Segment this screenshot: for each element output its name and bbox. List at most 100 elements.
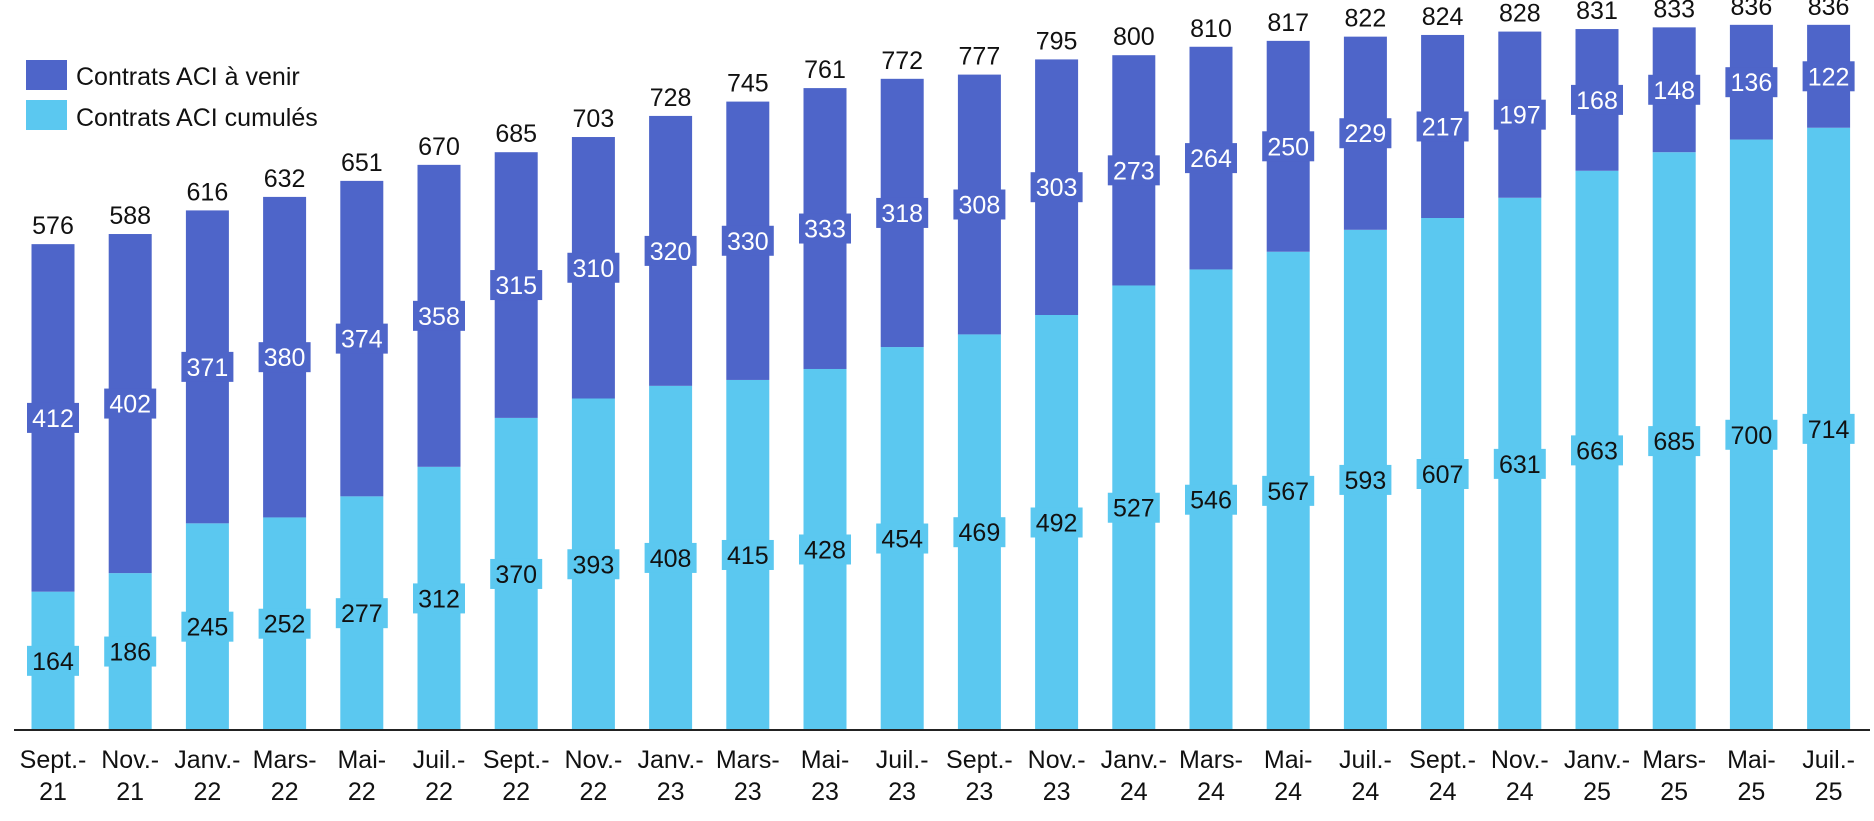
data-label-cumules: 415	[721, 539, 774, 570]
data-label-cumules-text: 546	[1190, 487, 1232, 515]
data-label-a-venir-box	[1802, 61, 1855, 92]
data-label-a-venir: 402	[104, 388, 157, 419]
data-label-cumules-box	[644, 542, 697, 573]
data-label-a-venir-box	[799, 213, 851, 244]
x-tick-year: 24	[1197, 778, 1225, 806]
data-label-cumules: 245	[181, 611, 234, 642]
x-tick-label: Janv.- 25	[1564, 746, 1630, 806]
data-label-cumules-box	[490, 558, 543, 589]
x-tick-month: Sept.-	[1409, 746, 1476, 774]
data-label-a-venir-text: 273	[1113, 157, 1155, 185]
data-label-a-venir-box	[413, 300, 465, 331]
legend: Contrats ACI à venir Contrats ACI cumulé…	[26, 60, 318, 132]
x-tick-month: Mars-	[716, 746, 780, 774]
total-label: 772	[881, 47, 923, 75]
x-tick-label: Mai- 22	[337, 746, 386, 806]
total-label: 833	[1653, 0, 1695, 23]
data-label-cumules-text: 567	[1267, 478, 1309, 506]
x-tick-year: 22	[193, 778, 221, 806]
data-label-cumules: 428	[799, 534, 851, 565]
x-tick-year: 21	[39, 778, 67, 806]
x-tick-month: Nov.-	[101, 746, 159, 774]
data-label-a-venir: 148	[1648, 74, 1701, 105]
x-tick-label: Mars- 22	[253, 746, 317, 806]
x-tick-year: 23	[734, 778, 762, 806]
data-label-cumules-box	[413, 583, 465, 614]
data-label-cumules-box	[258, 608, 311, 639]
data-label-a-venir-box	[490, 270, 543, 301]
data-label-cumules-text: 593	[1345, 467, 1387, 495]
total-label: 831	[1576, 0, 1618, 25]
x-axis-tick-labels: Sept.-21Nov.-21Janv.-22Mars-22Mai-22Juil…	[20, 746, 1855, 806]
data-label-cumules: 408	[644, 542, 697, 573]
x-tick-label: Janv.- 24	[1101, 746, 1167, 806]
data-label-cumules-text: 685	[1653, 428, 1695, 456]
data-label-a-venir-box	[567, 252, 620, 283]
data-label-cumules: 186	[104, 636, 157, 667]
total-label: 616	[187, 178, 229, 206]
data-label-cumules-text: 312	[418, 585, 460, 613]
x-tick-year: 23	[965, 778, 993, 806]
data-label-a-venir-box	[1185, 143, 1237, 174]
data-label-a-venir-box	[876, 197, 929, 228]
x-tick-year: 22	[425, 778, 453, 806]
x-tick-month: Juil.-	[876, 746, 929, 774]
data-label-cumules-box	[1416, 458, 1469, 489]
x-tick-month: Janv.-	[174, 746, 240, 774]
x-tick-label: Mai- 24	[1264, 746, 1313, 806]
data-label-a-venir: 412	[27, 402, 79, 433]
data-label-cumules-box	[1802, 413, 1855, 444]
x-tick-year: 22	[271, 778, 299, 806]
x-tick-label: Nov.- 21	[101, 746, 159, 806]
data-label-cumules: 593	[1339, 464, 1392, 495]
data-label-cumules-box	[104, 636, 157, 667]
data-label-cumules-text: 408	[650, 545, 692, 573]
data-label-a-venir-box	[1107, 155, 1160, 186]
data-label-cumules-box	[181, 611, 234, 642]
data-label-a-venir-box	[27, 402, 79, 433]
data-label-cumules-text: 186	[109, 639, 151, 667]
total-label: 795	[1036, 27, 1078, 55]
x-tick-label: Sept.- 24	[1409, 746, 1476, 806]
data-label-cumules: 527	[1107, 492, 1160, 523]
data-label-a-venir-box	[953, 189, 1006, 220]
x-tick-month: Mars-	[1642, 746, 1706, 774]
x-tick-year: 25	[1737, 778, 1765, 806]
data-label-a-venir: 264	[1185, 143, 1237, 174]
data-label-cumules-text: 663	[1576, 437, 1618, 465]
x-tick-label: Juil.- 23	[876, 746, 929, 806]
total-label: 777	[959, 43, 1001, 71]
x-tick-label: Juil.- 22	[413, 746, 466, 806]
x-tick-year: 24	[1120, 778, 1148, 806]
data-label-cumules-text: 714	[1808, 416, 1850, 444]
data-label-a-venir-text: 358	[418, 303, 460, 331]
data-label-cumules-box	[335, 598, 388, 629]
data-label-a-venir-text: 264	[1190, 145, 1232, 173]
x-tick-year: 23	[657, 778, 685, 806]
legend-swatch-cumules	[26, 100, 67, 130]
data-label-a-venir-text: 412	[32, 405, 74, 433]
total-label: 703	[573, 105, 615, 133]
data-label-a-venir-box	[1648, 74, 1701, 105]
x-tick-month: Nov.-	[1028, 746, 1086, 774]
data-label-cumules: 454	[876, 523, 929, 554]
data-label-a-venir-text: 197	[1499, 102, 1541, 130]
data-label-a-venir-text: 380	[264, 344, 306, 372]
legend-swatch-a-venir	[26, 60, 67, 90]
x-tick-label: Mai- 25	[1727, 746, 1776, 806]
x-tick-month: Nov.-	[564, 746, 622, 774]
data-label-a-venir: 374	[335, 323, 388, 354]
data-label-a-venir-box	[104, 388, 157, 419]
data-label-a-venir-text: 217	[1422, 113, 1464, 141]
data-label-a-venir-box	[181, 351, 234, 382]
data-label-cumules-box	[1493, 448, 1546, 479]
data-label-a-venir: 330	[721, 225, 774, 256]
x-tick-label: Sept.- 22	[483, 746, 550, 806]
x-tick-label: Sept.- 23	[946, 746, 1013, 806]
data-label-a-venir: 358	[413, 300, 465, 331]
x-tick-month: Juil.-	[413, 746, 466, 774]
data-label-cumules-text: 277	[341, 600, 383, 628]
x-tick-year: 22	[579, 778, 607, 806]
